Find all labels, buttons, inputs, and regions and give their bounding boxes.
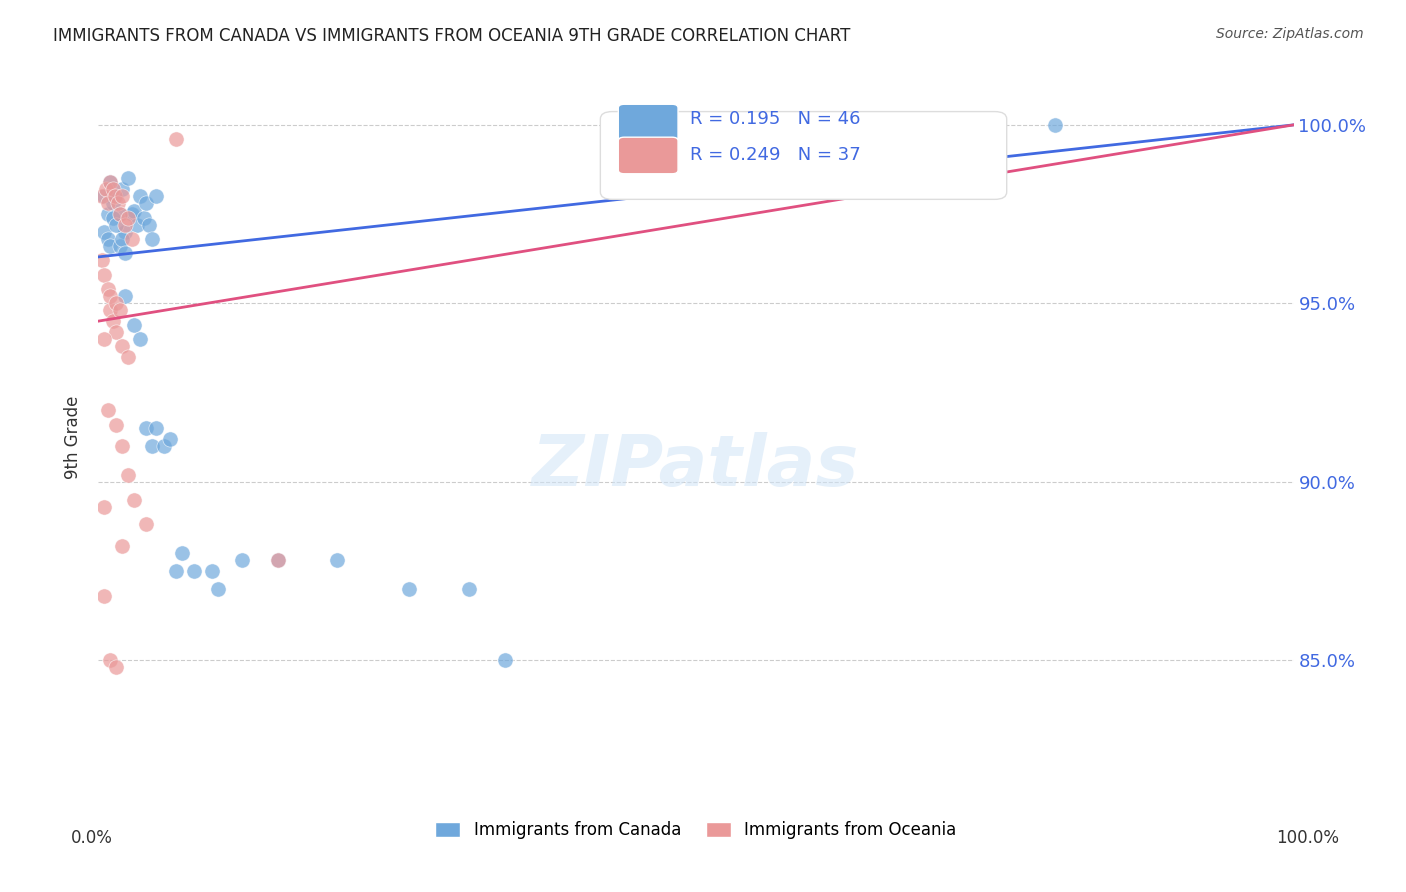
Point — [97, 403, 120, 417]
Text: R = 0.195   N = 46: R = 0.195 N = 46 — [690, 110, 860, 128]
Point — [114, 218, 136, 232]
Text: 0.0%: 0.0% — [70, 829, 112, 847]
Point — [93, 189, 115, 203]
Point — [105, 296, 128, 310]
Point — [108, 207, 131, 221]
Point — [93, 268, 115, 282]
Point — [124, 203, 146, 218]
Point — [111, 182, 134, 196]
Point — [117, 171, 139, 186]
Point — [101, 314, 124, 328]
Point — [111, 339, 134, 353]
Point — [183, 564, 205, 578]
Point — [105, 189, 128, 203]
Point — [117, 211, 139, 225]
Point — [145, 421, 167, 435]
Point — [114, 225, 136, 239]
Point — [105, 218, 128, 232]
Point — [165, 564, 187, 578]
Point — [267, 553, 290, 567]
Y-axis label: 9th Grade: 9th Grade — [65, 395, 83, 479]
Point — [1043, 118, 1066, 132]
Point — [138, 218, 160, 232]
FancyBboxPatch shape — [600, 112, 1007, 199]
Point — [107, 196, 129, 211]
Point — [104, 189, 127, 203]
Text: Source: ZipAtlas.com: Source: ZipAtlas.com — [1216, 27, 1364, 41]
Point — [111, 232, 134, 246]
Point — [458, 582, 481, 596]
Point — [267, 553, 290, 567]
Point — [97, 207, 120, 221]
Point — [97, 196, 120, 211]
Point — [98, 175, 122, 189]
Text: 100.0%: 100.0% — [1277, 829, 1339, 847]
Point — [98, 239, 122, 253]
Point — [101, 211, 124, 225]
Point — [124, 492, 146, 507]
Point — [135, 421, 157, 435]
Point — [159, 432, 181, 446]
Point — [117, 350, 139, 364]
Point — [101, 182, 124, 196]
Point — [93, 500, 115, 514]
FancyBboxPatch shape — [619, 104, 678, 141]
Point — [93, 332, 115, 346]
Point — [129, 332, 152, 346]
Point — [326, 553, 349, 567]
Text: ZIPatlas: ZIPatlas — [533, 432, 859, 500]
Point — [105, 660, 128, 674]
Point — [97, 232, 120, 246]
Point — [101, 196, 124, 211]
Point — [141, 439, 163, 453]
Point — [141, 232, 163, 246]
Point — [105, 417, 128, 432]
Point — [172, 546, 194, 560]
Point — [108, 303, 131, 318]
Point — [114, 246, 136, 260]
Point — [108, 239, 131, 253]
Point — [121, 207, 143, 221]
Point — [91, 253, 114, 268]
Point — [98, 653, 122, 667]
Point — [94, 182, 117, 196]
Point — [135, 517, 157, 532]
Point — [153, 439, 176, 453]
Point — [494, 653, 516, 667]
Point — [124, 318, 146, 332]
Point — [201, 564, 224, 578]
Point — [111, 539, 134, 553]
Point — [111, 439, 134, 453]
Text: R = 0.249   N = 37: R = 0.249 N = 37 — [690, 146, 860, 164]
Point — [93, 225, 115, 239]
Point — [111, 189, 134, 203]
Point — [121, 232, 143, 246]
Point — [93, 589, 115, 603]
Point — [105, 325, 128, 339]
Point — [207, 582, 229, 596]
FancyBboxPatch shape — [619, 137, 678, 174]
Point — [98, 289, 122, 303]
Point — [108, 207, 131, 221]
Point — [97, 282, 120, 296]
Point — [91, 189, 114, 203]
Point — [114, 289, 136, 303]
Point — [125, 218, 148, 232]
Point — [165, 132, 187, 146]
Point — [135, 196, 157, 211]
Point — [129, 189, 152, 203]
Point — [145, 189, 167, 203]
Text: IMMIGRANTS FROM CANADA VS IMMIGRANTS FROM OCEANIA 9TH GRADE CORRELATION CHART: IMMIGRANTS FROM CANADA VS IMMIGRANTS FRO… — [53, 27, 851, 45]
Point — [117, 467, 139, 482]
Legend: Immigrants from Canada, Immigrants from Oceania: Immigrants from Canada, Immigrants from … — [429, 814, 963, 846]
Point — [132, 211, 155, 225]
Point — [231, 553, 253, 567]
Point — [98, 303, 122, 318]
Point — [98, 175, 122, 189]
Point — [398, 582, 420, 596]
